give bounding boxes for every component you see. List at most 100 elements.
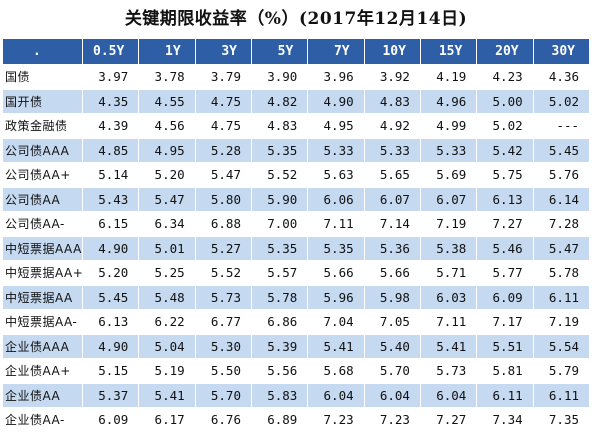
- yield-cell: 4.75: [194, 113, 252, 139]
- yield-cell: 5.47: [138, 186, 196, 212]
- page-title: 关键期限收益率（%）(2017年12月14日): [124, 9, 468, 29]
- yield-cell: 5.40: [363, 333, 421, 359]
- yield-cell: 5.98: [363, 284, 421, 310]
- yield-cell: 3.79: [194, 64, 252, 90]
- yield-cell: 4.95: [307, 113, 365, 139]
- yield-cell: 6.17: [138, 407, 196, 433]
- yield-cell: 7.04: [307, 309, 365, 335]
- yield-cell: 5.15: [81, 358, 140, 384]
- header-cell: 3Y: [194, 38, 252, 65]
- yield-cell: 6.11: [532, 284, 591, 310]
- yield-cell: 4.56: [138, 113, 196, 139]
- yield-cell: 5.33: [419, 137, 478, 163]
- yield-cell: 5.47: [194, 162, 252, 188]
- yield-cell: 6.77: [194, 309, 252, 335]
- corner-cell: .: [2, 38, 83, 65]
- yield-cell: 5.04: [138, 333, 196, 359]
- yield-cell: 5.45: [81, 284, 140, 310]
- yield-cell: 5.39: [250, 333, 309, 359]
- yield-cell: 7.00: [250, 211, 309, 237]
- yield-cell: 5.81: [476, 358, 534, 384]
- yield-cell: 5.02: [532, 88, 591, 114]
- yield-cell: 7.28: [532, 211, 591, 237]
- yield-cell: 5.20: [138, 162, 196, 188]
- yield-cell: 7.34: [476, 407, 534, 433]
- yield-cell: 5.20: [81, 260, 140, 286]
- yield-cell: 5.46: [476, 235, 534, 261]
- yield-cell: 5.57: [250, 260, 309, 286]
- table-row: 中短票据AA- 6.13 6.22 6.77 6.86 7.04 7.05 7.11 7.17 7…: [2, 309, 591, 335]
- row-label: 公司债AA+: [2, 162, 83, 188]
- yield-cell: 6.03: [419, 284, 478, 310]
- yield-cell: 7.11: [419, 309, 478, 335]
- table-row: 中短票据AAA 4.90 5.01 5.27 5.35 5.35 5.36 5.38 5.46 5…: [2, 235, 591, 261]
- row-label: 中短票据AA+: [2, 260, 83, 286]
- yield-cell: 5.70: [194, 382, 252, 408]
- yield-cell: 3.78: [138, 64, 196, 90]
- yield-cell: 7.27: [419, 407, 478, 433]
- yield-cell: 5.43: [81, 186, 140, 212]
- table-row: 公司债AAA 4.85 4.95 5.28 5.35 5.33 5.33 5.33 5.42 5.…: [2, 137, 591, 163]
- yield-cell: 5.45: [532, 137, 591, 163]
- yield-cell: 5.52: [194, 260, 252, 286]
- table-row: 国债 3.97 3.78 3.79 3.90 3.96 3.92 4.19 4.23 4.36: [2, 64, 591, 90]
- yield-cell: 6.88: [194, 211, 252, 237]
- table-body: 国债 3.97 3.78 3.79 3.90 3.96 3.92 4.19 4.23 4.36 国开…: [2, 64, 591, 433]
- yield-cell: 5.90: [250, 186, 309, 212]
- row-label: 公司债AAA: [2, 137, 83, 163]
- yield-cell: 5.78: [532, 260, 591, 286]
- yield-cell: 4.75: [194, 88, 252, 114]
- table-row: 企业债AAA 4.90 5.04 5.30 5.39 5.41 5.40 5.41 5.51 5.…: [2, 333, 591, 359]
- yield-cell: 5.01: [138, 235, 196, 261]
- yield-cell: 5.76: [532, 162, 591, 188]
- yield-cell: 5.66: [307, 260, 365, 286]
- header-cell: 10Y: [363, 38, 421, 65]
- header-cell: 20Y: [476, 38, 534, 65]
- yield-cell: 4.90: [81, 235, 140, 261]
- header-cell: 30Y: [532, 38, 591, 65]
- row-label: 国债: [2, 64, 83, 90]
- table-row: 企业债AA 5.37 5.41 5.70 5.83 6.04 6.04 6.04 6.11 6.1…: [2, 382, 591, 408]
- yield-cell: 4.96: [419, 88, 478, 114]
- row-label: 企业债AA: [2, 382, 83, 408]
- yield-cell: 5.41: [419, 333, 478, 359]
- yield-cell: 5.66: [363, 260, 421, 286]
- yield-cell: 3.92: [363, 64, 421, 90]
- yield-cell: 5.41: [307, 333, 365, 359]
- yield-cell: 3.90: [250, 64, 309, 90]
- yield-cell: 6.06: [307, 186, 365, 212]
- yield-cell: 5.02: [476, 113, 534, 139]
- table-row: 国开债 4.35 4.55 4.75 4.82 4.90 4.83 4.96 5.00 5.02: [2, 88, 591, 114]
- table-row: 企业债AA- 6.09 6.17 6.76 6.89 7.23 7.23 7.27 7.34 7.…: [2, 407, 591, 433]
- table-row: 中短票据AA+ 5.20 5.25 5.52 5.57 5.66 5.66 5.71 5.77 5…: [2, 260, 591, 286]
- yield-cell: 6.09: [476, 284, 534, 310]
- yield-cell: 3.96: [307, 64, 365, 90]
- row-label: 中短票据AAA: [2, 235, 83, 261]
- yield-cell: 6.86: [250, 309, 309, 335]
- yield-cell: 5.52: [250, 162, 309, 188]
- table-row: 公司债AA- 6.15 6.34 6.88 7.00 7.11 7.14 7.19 7.27 7.…: [2, 211, 591, 237]
- yield-cell: 4.82: [250, 88, 309, 114]
- yield-cell: 3.97: [81, 64, 140, 90]
- yield-cell: 5.19: [138, 358, 196, 384]
- yield-cell: 7.14: [363, 211, 421, 237]
- header-cell: 15Y: [419, 38, 478, 65]
- yield-cell: 5.51: [476, 333, 534, 359]
- yield-cell: 6.04: [419, 382, 478, 408]
- yield-cell: 5.27: [194, 235, 252, 261]
- yield-cell: 5.54: [532, 333, 591, 359]
- table-row: 政策金融债 4.39 4.56 4.75 4.83 4.95 4.92 4.99 5.02 ---: [2, 113, 591, 139]
- table-row: 中短票据AA 5.45 5.48 5.73 5.78 5.96 5.98 6.03 6.09 6.…: [2, 284, 591, 310]
- yield-cell: 4.35: [81, 88, 140, 114]
- yield-cell: 6.11: [532, 382, 591, 408]
- yield-cell: 5.69: [419, 162, 478, 188]
- yield-cell: 4.36: [532, 64, 591, 90]
- yield-cell: 4.99: [419, 113, 478, 139]
- table-row: 公司债AA 5.43 5.47 5.80 5.90 6.06 6.07 6.07 6.13 6.1…: [2, 186, 591, 212]
- yield-cell: 5.80: [194, 186, 252, 212]
- yield-cell: 6.15: [81, 211, 140, 237]
- yield-cell: 5.83: [250, 382, 309, 408]
- table-row: 企业债AA+ 5.15 5.19 5.50 5.56 5.68 5.70 5.73 5.81 5.…: [2, 358, 591, 384]
- yield-cell: 5.65: [363, 162, 421, 188]
- yield-cell: 6.07: [363, 186, 421, 212]
